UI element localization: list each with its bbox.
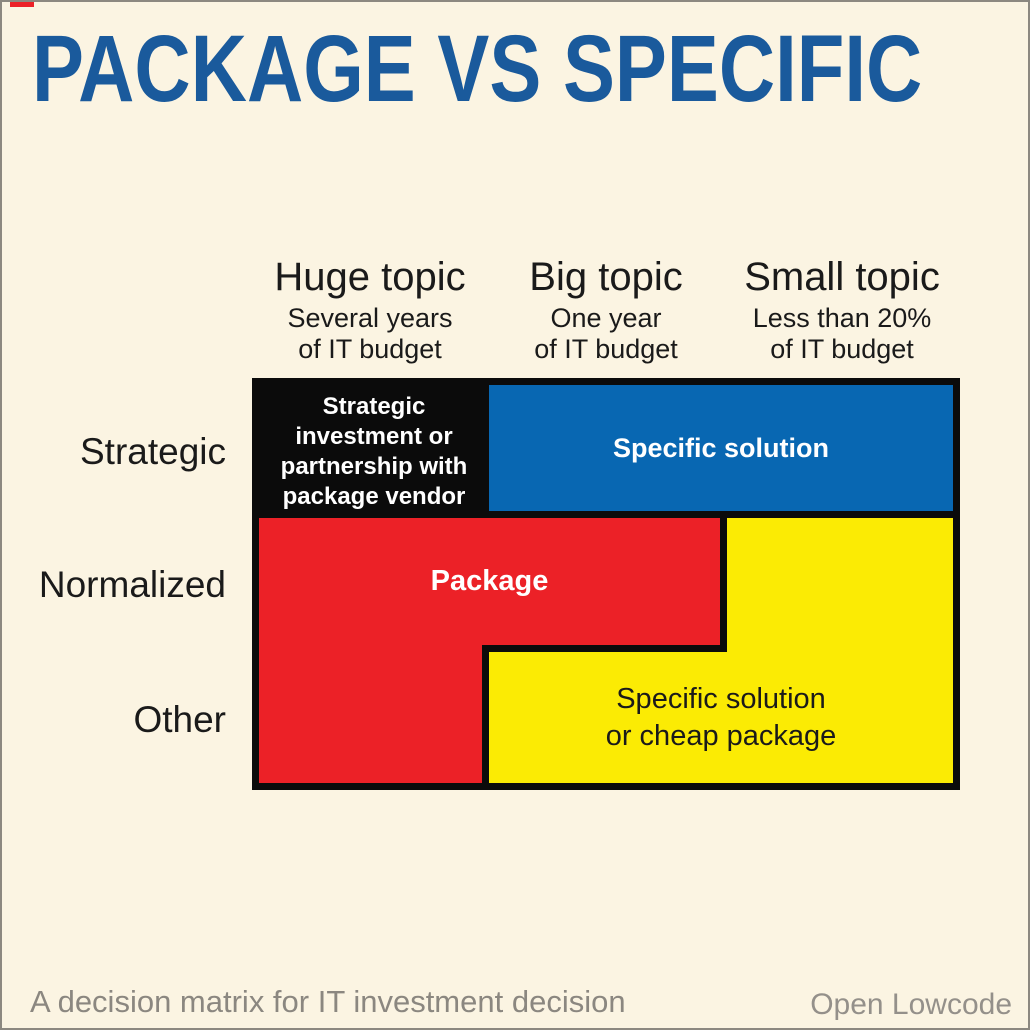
cell-text-line: Strategic [322,392,426,420]
column-sublabel-line1: Several years [287,303,453,333]
page-title: PACKAGE VS SPECIFIC [32,16,923,122]
cell-strategic-huge-black: Strategic investment or partnership with… [259,385,489,518]
cheap-package-region-upper [727,518,953,652]
cell-text-line: Specific solution [616,682,826,715]
column-header-huge-topic: Huge topic Several years of IT budget [252,254,488,365]
red-corner-mark [10,2,34,7]
column-sublabel-line1: One year [550,303,662,333]
decision-matrix: Strategic investment or partnership with… [252,378,960,790]
package-region-lower [259,518,482,783]
cell-text: Specific solution [612,432,830,463]
column-sublabel-line2: of IT budget [770,334,914,364]
cell-text-line: investment or [295,422,453,450]
cell-text: Package [430,565,549,597]
cell-text-line: partnership with [280,452,468,480]
column-label: Small topic [744,255,940,299]
cell-package-label: Package [259,518,720,645]
cheap-package-region-lower: Specific solution or cheap package [489,652,953,783]
column-header-big-topic: Big topic One year of IT budget [488,254,724,365]
column-label: Big topic [529,255,683,299]
cell-text-line: or cheap package [605,719,837,752]
footer-brand: Open Lowcode [810,988,1012,1021]
cell-text: Specific solution or cheap package [606,681,837,755]
row-label-strategic: Strategic [79,431,226,472]
cell-strategic-specific-solution: Specific solution [489,385,953,511]
cell-strategic-huge-text: Strategic investment or partnership with… [281,392,468,512]
column-headers: Huge topic Several years of IT budget Bi… [252,254,960,365]
column-sublabel-line2: of IT budget [298,334,442,364]
column-label: Huge topic [274,255,466,299]
footer-caption: A decision matrix for IT investment deci… [30,984,626,1019]
column-sublabel-line1: Less than 20% [752,303,932,333]
cell-text-line: package vendor [282,482,466,510]
column-sublabel-line2: of IT budget [534,334,678,364]
row-label-normalized: Normalized [38,564,226,605]
row-label-other: Other [133,699,226,740]
column-header-small-topic: Small topic Less than 20% of IT budget [724,254,960,365]
